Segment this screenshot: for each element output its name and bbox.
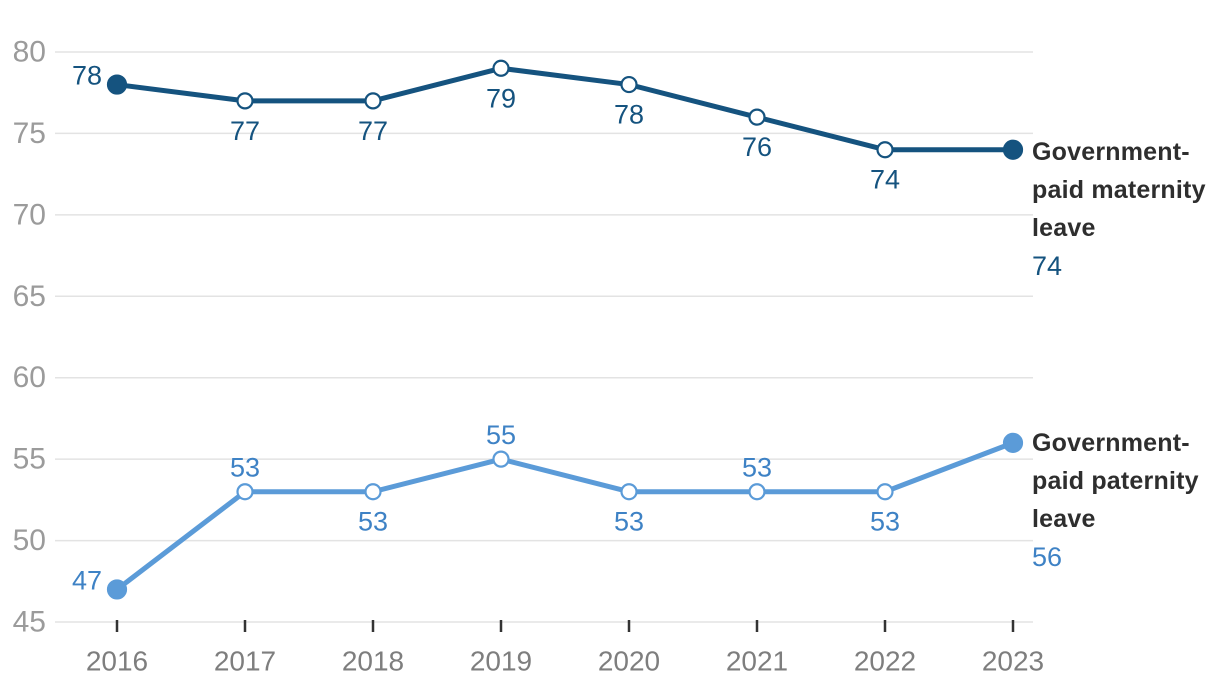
x-tick-label: 2019 (470, 646, 532, 677)
data-point-maternity (236, 92, 254, 110)
data-label-paternity: 53 (614, 507, 644, 537)
data-label-paternity: 47 (72, 565, 102, 595)
y-tick-label: 80 (13, 36, 46, 69)
data-label-paternity: 53 (742, 453, 772, 483)
y-tick-label: 65 (13, 280, 46, 313)
data-point-maternity (492, 59, 510, 77)
y-tick-label: 60 (13, 361, 46, 394)
data-point-maternity (1002, 139, 1024, 160)
data-label-maternity: 77 (358, 116, 388, 146)
data-label-paternity: 53 (358, 507, 388, 537)
x-tick-label: 2016 (86, 646, 148, 677)
data-point-maternity (364, 92, 382, 110)
data-label-maternity: 74 (870, 165, 900, 195)
data-label-paternity: 55 (486, 420, 516, 450)
legend-maternity: Government-paid maternity leave 74 (1032, 133, 1210, 285)
x-tick-label: 2018 (342, 646, 404, 677)
data-point-paternity (492, 450, 510, 468)
y-tick-label: 75 (13, 117, 46, 150)
data-point-paternity (236, 483, 254, 501)
legend-paternity-label: Government-paid paternity leave (1032, 429, 1199, 533)
data-point-paternity (106, 579, 128, 600)
legend-maternity-value: 74 (1032, 251, 1063, 281)
series-line-maternity (114, 65, 1016, 153)
data-point-maternity (748, 108, 766, 126)
x-tick-label: 2022 (854, 646, 916, 677)
x-tick-label: 2021 (726, 646, 788, 677)
data-point-paternity (1002, 432, 1024, 453)
x-tick-label: 2020 (598, 646, 660, 677)
data-label-maternity: 77 (230, 116, 260, 146)
data-label-maternity: 78 (72, 61, 102, 91)
legend-paternity-value: 56 (1032, 542, 1063, 572)
legend-paternity: Government-paid paternity leave 56 (1032, 424, 1210, 576)
y-tick-label: 50 (13, 524, 46, 557)
x-tick-label: 2017 (214, 646, 276, 677)
data-point-maternity (876, 141, 894, 159)
data-point-maternity (620, 75, 638, 94)
y-tick-label: 55 (13, 443, 46, 476)
x-tick-label: 2023 (982, 646, 1044, 677)
data-point-maternity (106, 74, 128, 95)
data-point-paternity (876, 483, 894, 501)
data-point-paternity (620, 483, 638, 501)
legend-maternity-label: Government-paid maternity leave (1032, 138, 1206, 242)
data-point-paternity (364, 483, 382, 501)
y-tick-label: 70 (13, 198, 46, 231)
data-label-maternity: 79 (486, 83, 516, 113)
y-tick-label: 45 (13, 606, 46, 639)
data-label-paternity: 53 (870, 507, 900, 537)
data-label-maternity: 78 (614, 100, 644, 130)
series-line-paternity (114, 440, 1016, 592)
data-point-paternity (748, 483, 766, 501)
data-label-paternity: 53 (230, 453, 260, 483)
data-label-maternity: 76 (742, 132, 772, 162)
